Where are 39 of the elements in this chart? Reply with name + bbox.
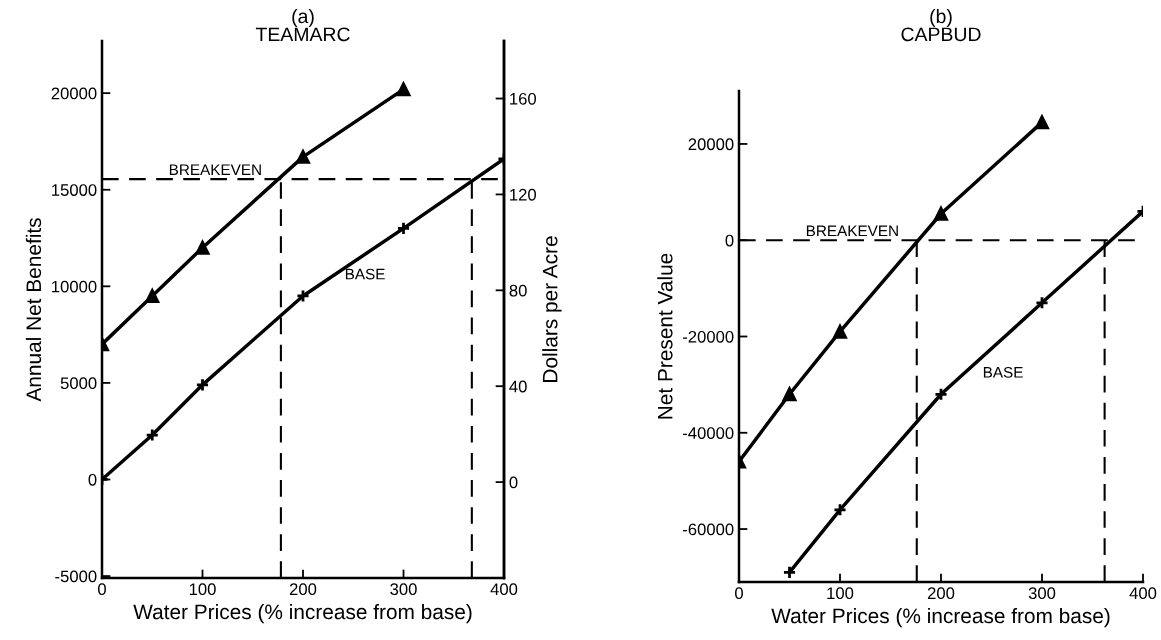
y-tick-label: 15000	[52, 184, 97, 196]
y-axis-title: Annual Net Benefits	[25, 218, 42, 402]
chart-subtitle: CAPBUD	[901, 27, 981, 42]
x-tick-label: 0	[98, 583, 106, 596]
x-tick-label: 200	[927, 587, 955, 600]
y2-tick-label: 120	[510, 188, 537, 201]
chart-subtitle: TEAMARC	[255, 27, 350, 42]
chart-title: (a)	[292, 8, 314, 28]
x-tick-label: 100	[189, 583, 216, 596]
x-tick-label: 400	[490, 583, 518, 596]
x-tick-label: 100	[827, 587, 854, 600]
series-label: BASE	[345, 268, 385, 280]
y2-tick-label: 160	[510, 92, 537, 105]
x-tick-label: 200	[289, 583, 317, 596]
x-tick-label: 400	[1129, 587, 1157, 600]
y2-tick-label: 0	[509, 476, 518, 489]
y2-axis-title: Dollars per Acre	[542, 236, 562, 382]
series-label: BASE	[983, 366, 1023, 378]
y-tick-label: -5000	[55, 570, 97, 583]
y2-tick-label: 40	[509, 380, 527, 393]
y-tick-label: 0	[88, 473, 97, 486]
ref-line-label: BREAKEVEN	[806, 225, 898, 237]
x-tick-label: 300	[1028, 587, 1056, 600]
y-tick-label: 20000	[51, 87, 97, 100]
x-tick-label: 300	[390, 583, 417, 596]
y-tick-label: -20000	[682, 330, 734, 343]
x-axis-title: Water Prices (% increase from base)	[771, 607, 1110, 628]
x-axis-title: Water Prices (% increase from base)	[133, 603, 472, 624]
y-tick-label: 5000	[60, 377, 97, 390]
ref-line-label: BREAKEVEN	[169, 164, 261, 175]
chart-title: (b)	[930, 8, 952, 28]
y-tick-label: -40000	[682, 427, 734, 439]
y-tick-label: 0	[725, 234, 734, 247]
y2-tick-label: 80	[509, 284, 527, 297]
y-tick-label: 10000	[52, 280, 97, 293]
x-tick-label: 0	[735, 587, 743, 600]
y-tick-label: 20000	[688, 138, 734, 151]
y-tick-label: -60000	[682, 523, 734, 536]
y-axis-title: Net Present Value	[657, 253, 673, 419]
